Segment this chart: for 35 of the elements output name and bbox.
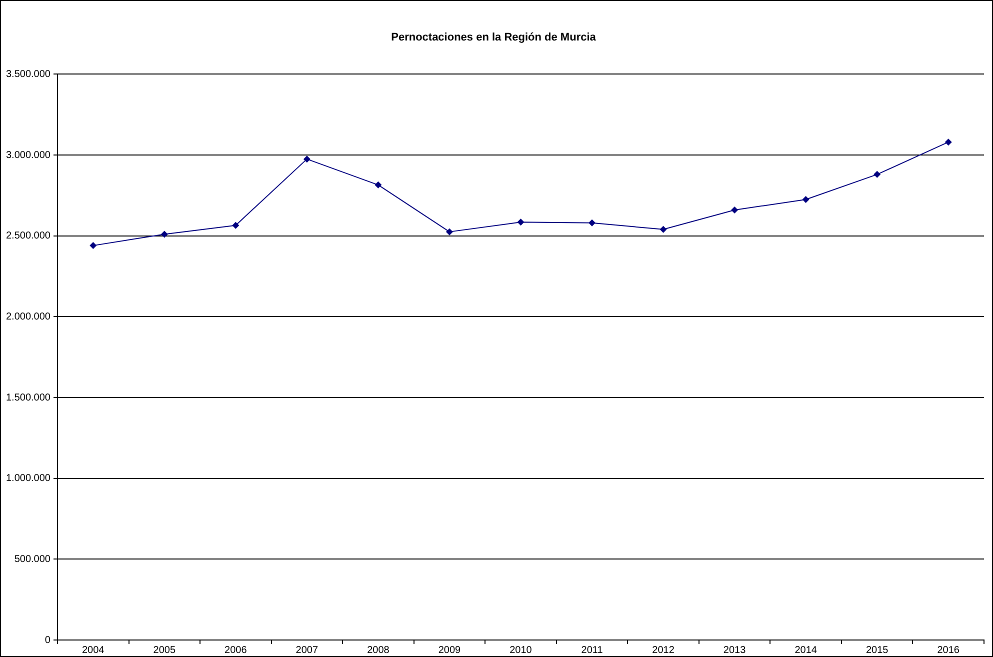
chart-title: Pernoctaciones en la Región de Murcia [391, 32, 597, 44]
x-tick-label: 2009 [438, 644, 462, 656]
point [303, 156, 310, 163]
x-tick-label: 2007 [296, 644, 318, 656]
point [517, 218, 524, 226]
x-tick-label: 2008 [367, 644, 390, 656]
x-tick-label: 2016 [937, 644, 960, 656]
x-tick-label: 2013 [723, 644, 746, 656]
y-tick-label: 2.000.000 [6, 311, 51, 322]
y-tick-label: 3.000.000 [6, 150, 51, 161]
x-tick-label: 2006 [224, 644, 248, 656]
point [446, 228, 453, 236]
x-tick-label: 2012 [652, 644, 675, 656]
y-tick-label: 1.000.000 [6, 473, 51, 484]
point [160, 230, 168, 238]
point [731, 206, 738, 214]
point [232, 222, 240, 229]
x-tick-label: 2010 [510, 644, 532, 656]
y-tick-label: 0 [44, 634, 51, 646]
point [944, 138, 952, 146]
point [660, 226, 667, 233]
point [802, 196, 810, 203]
x-tick-label: 2004 [82, 644, 105, 656]
y-tick-label: 500.000 [14, 554, 51, 565]
point [874, 170, 881, 178]
x-tick-label: 2011 [581, 644, 604, 656]
x-tick-label: 2015 [866, 644, 889, 656]
x-tick-label: 2005 [153, 644, 176, 656]
point [588, 219, 596, 226]
y-tick-label: 3.500.000 [6, 68, 51, 80]
x-tick-label: 2014 [794, 644, 818, 656]
point [374, 181, 382, 188]
y-tick-label: 1.500.000 [6, 392, 51, 404]
point [90, 242, 97, 250]
y-tick-label: 2.500.000 [6, 230, 51, 242]
